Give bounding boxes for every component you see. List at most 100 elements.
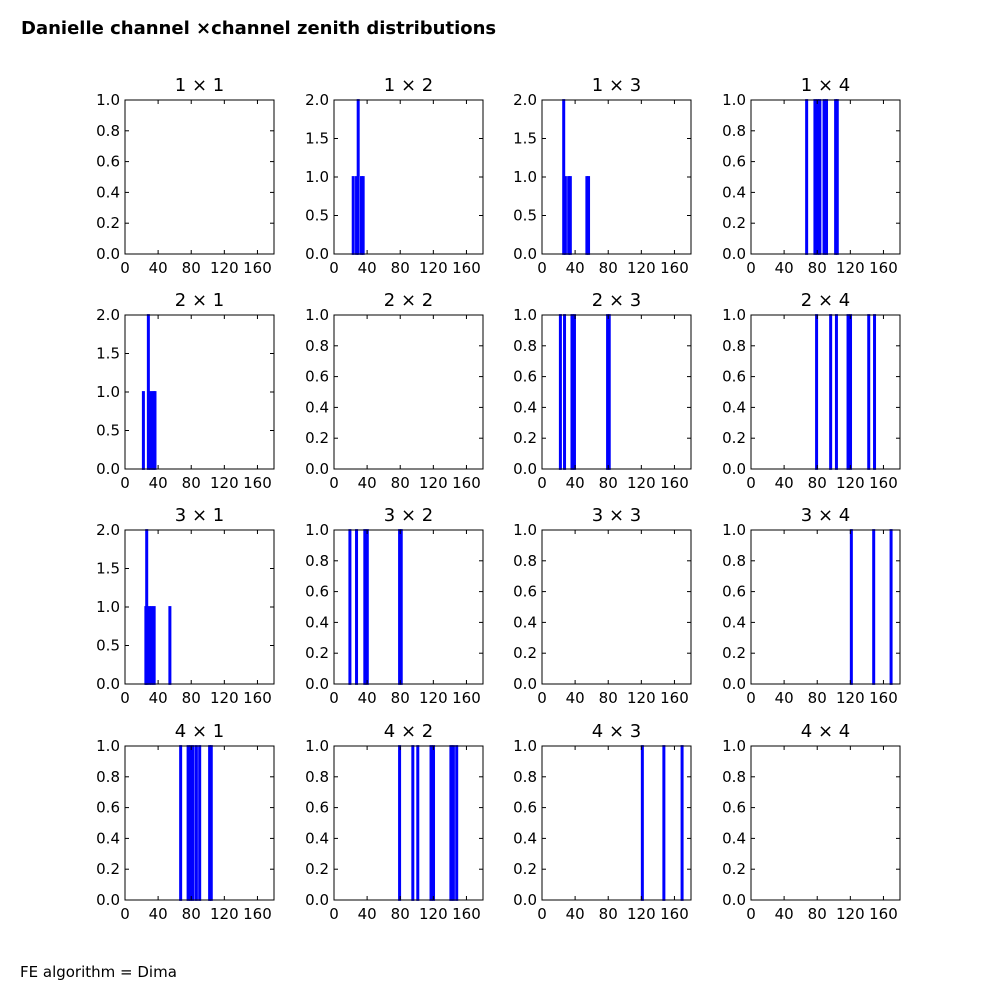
y-tick-label: 0.8	[305, 768, 329, 786]
x-tick-label: 0	[537, 474, 547, 492]
axes-frame	[333, 745, 484, 901]
x-tick-label: 120	[210, 689, 239, 707]
x-tick-label: 160	[869, 259, 898, 277]
y-tick-label: 0.0	[96, 245, 120, 263]
subplot-title: 3 × 3	[592, 505, 641, 526]
y-tick-label: 0.8	[722, 552, 746, 570]
subplot-title: 3 × 4	[801, 505, 850, 526]
x-tick-label: 120	[419, 905, 448, 923]
y-tick-label: 1.0	[96, 737, 120, 755]
y-tick-label: 1.0	[96, 598, 120, 616]
bar	[141, 391, 145, 470]
y-tick-label: 0.0	[513, 245, 537, 263]
subplot-title: 1 × 1	[175, 75, 224, 96]
y-tick-label: 0.0	[96, 675, 120, 693]
x-tick-label: 80	[808, 474, 827, 492]
axes-frame	[333, 529, 484, 685]
x-tick-label: 160	[452, 689, 481, 707]
x-tick-label: 160	[869, 905, 898, 923]
y-tick-label: 0.6	[513, 583, 537, 601]
x-tick-label: 80	[808, 259, 827, 277]
x-tick-label: 80	[182, 905, 201, 923]
bar	[348, 529, 352, 685]
x-tick-label: 40	[566, 474, 585, 492]
y-tick-label: 1.0	[722, 737, 746, 755]
y-tick-label: 0.0	[722, 891, 746, 909]
y-tick-label: 0.6	[96, 153, 120, 171]
subplot-10: 0 40 80 120 160 0.0 0.2 0.4 0.6 0.8 1.0 3 × 2	[305, 505, 484, 707]
y-tick-label: 0.4	[513, 613, 537, 631]
axes-frame	[541, 745, 692, 901]
y-tick-label: 0.0	[722, 460, 746, 478]
y-tick-label: 0.0	[513, 675, 537, 693]
y-tick-label: 0.4	[722, 829, 746, 847]
x-tick-label: 40	[149, 474, 168, 492]
y-tick-label: 0.6	[305, 583, 329, 601]
y-tick-label: 1.0	[305, 306, 329, 324]
subplot-12: 0 40 80 120 160 0.0 0.2 0.4 0.6 0.8 1.0 3 × 4	[722, 505, 901, 707]
y-tick-label: 1.0	[513, 737, 537, 755]
x-tick-label: 0	[120, 474, 130, 492]
x-tick-label: 0	[537, 905, 547, 923]
y-tick-label: 0.6	[722, 799, 746, 817]
x-tick-label: 0	[746, 689, 756, 707]
x-tick-label: 40	[566, 259, 585, 277]
y-tick-label: 0.6	[722, 583, 746, 601]
y-tick-label: 0.8	[513, 337, 537, 355]
y-tick-label: 0.0	[96, 460, 120, 478]
x-tick-label: 160	[243, 905, 272, 923]
y-tick-label: 1.0	[96, 383, 120, 401]
x-tick-label: 160	[452, 905, 481, 923]
bar	[815, 99, 819, 255]
y-tick-label: 0.6	[513, 368, 537, 386]
x-tick-label: 40	[775, 259, 794, 277]
y-tick-label: 0.0	[722, 245, 746, 263]
axes-frame	[124, 745, 275, 901]
bar	[872, 529, 876, 685]
subplot-5: 0 40 80 120 160 0.0 0.5 1.0 1.5 2.0 2 × 1	[96, 290, 275, 492]
y-tick-label: 0.8	[513, 552, 537, 570]
axes-frame	[750, 314, 901, 470]
y-tick-label: 1.5	[305, 130, 329, 148]
y-tick-label: 1.0	[305, 521, 329, 539]
x-tick-label: 40	[358, 259, 377, 277]
bar	[563, 314, 567, 470]
bar	[398, 745, 402, 901]
bar	[179, 745, 183, 901]
subplot-4: 0 40 80 120 160 0.0 0.2 0.4 0.6 0.8 1.0 1 × 4	[722, 75, 901, 277]
axes-frame	[333, 314, 484, 470]
bar	[813, 99, 817, 255]
x-tick-label: 120	[627, 689, 656, 707]
bar	[680, 745, 684, 901]
subplot-title: 2 × 3	[592, 290, 641, 311]
subplot-title: 1 × 3	[592, 75, 641, 96]
subplot-7: 0 40 80 120 160 0.0 0.2 0.4 0.6 0.8 1.0 2 × 3	[513, 290, 692, 492]
x-tick-label: 40	[358, 905, 377, 923]
x-tick-label: 80	[808, 905, 827, 923]
bar	[889, 529, 893, 685]
x-tick-label: 40	[358, 474, 377, 492]
y-tick-label: 2.0	[513, 91, 537, 109]
subplot-15: 0 40 80 120 160 0.0 0.2 0.4 0.6 0.8 1.0 4 × 3	[513, 721, 692, 923]
x-tick-label: 40	[149, 689, 168, 707]
bar	[356, 99, 360, 255]
x-tick-label: 0	[329, 474, 339, 492]
y-tick-label: 0.2	[305, 644, 329, 662]
y-tick-label: 0.2	[722, 429, 746, 447]
figure-title: Danielle channel ×channel zenith distrib…	[21, 18, 497, 39]
x-tick-label: 80	[182, 259, 201, 277]
y-tick-label: 0.6	[305, 799, 329, 817]
y-tick-label: 0.8	[722, 337, 746, 355]
x-tick-label: 80	[391, 474, 410, 492]
x-tick-label: 40	[775, 689, 794, 707]
bar	[429, 745, 433, 901]
bar	[587, 176, 591, 255]
bar	[449, 745, 453, 901]
bar	[662, 745, 666, 901]
subplot-9: 0 40 80 120 160 0.0 0.5 1.0 1.5 2.0 3 × 1	[96, 505, 275, 707]
x-tick-label: 0	[537, 689, 547, 707]
y-tick-label: 0.2	[722, 644, 746, 662]
y-tick-label: 0.4	[96, 183, 120, 201]
y-tick-label: 0.2	[722, 860, 746, 878]
